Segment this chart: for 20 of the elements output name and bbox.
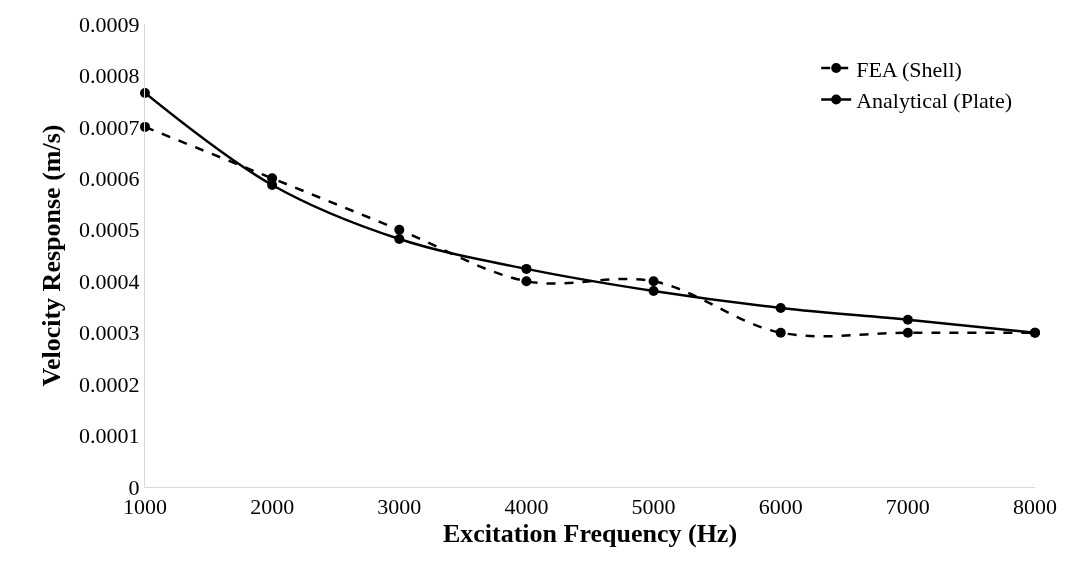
- y-tick-label: 0.0009: [79, 11, 140, 37]
- y-tick-label: 0.0004: [79, 268, 140, 294]
- y-tick-label: 0.0003: [79, 320, 140, 346]
- y-tick-label: 0.0008: [79, 63, 140, 89]
- x-tick-label: 7000: [885, 494, 930, 520]
- y-axis-title: Velocity Response (m/s): [37, 124, 67, 387]
- y-tick-label: 0.0006: [79, 166, 140, 192]
- y-tick-label: 0.0005: [79, 217, 140, 243]
- x-tick-label: 8000: [1013, 494, 1057, 520]
- legend-label: Analytical (Plate): [856, 88, 1012, 114]
- x-axis-title: Excitation Frequency (Hz): [442, 519, 738, 549]
- x-tick-label: 5000: [631, 494, 676, 520]
- x-tick-label: 6000: [758, 494, 803, 520]
- y-tick-label: 0.0007: [79, 114, 140, 140]
- y-tick-label: 0.0001: [79, 423, 140, 449]
- x-tick-label: 2000: [250, 494, 295, 520]
- x-tick-label: 4000: [504, 494, 549, 520]
- y-tick-label: 0.0002: [79, 371, 140, 397]
- legend-label: FEA (Shell): [856, 56, 962, 82]
- x-tick-label: 3000: [377, 494, 422, 520]
